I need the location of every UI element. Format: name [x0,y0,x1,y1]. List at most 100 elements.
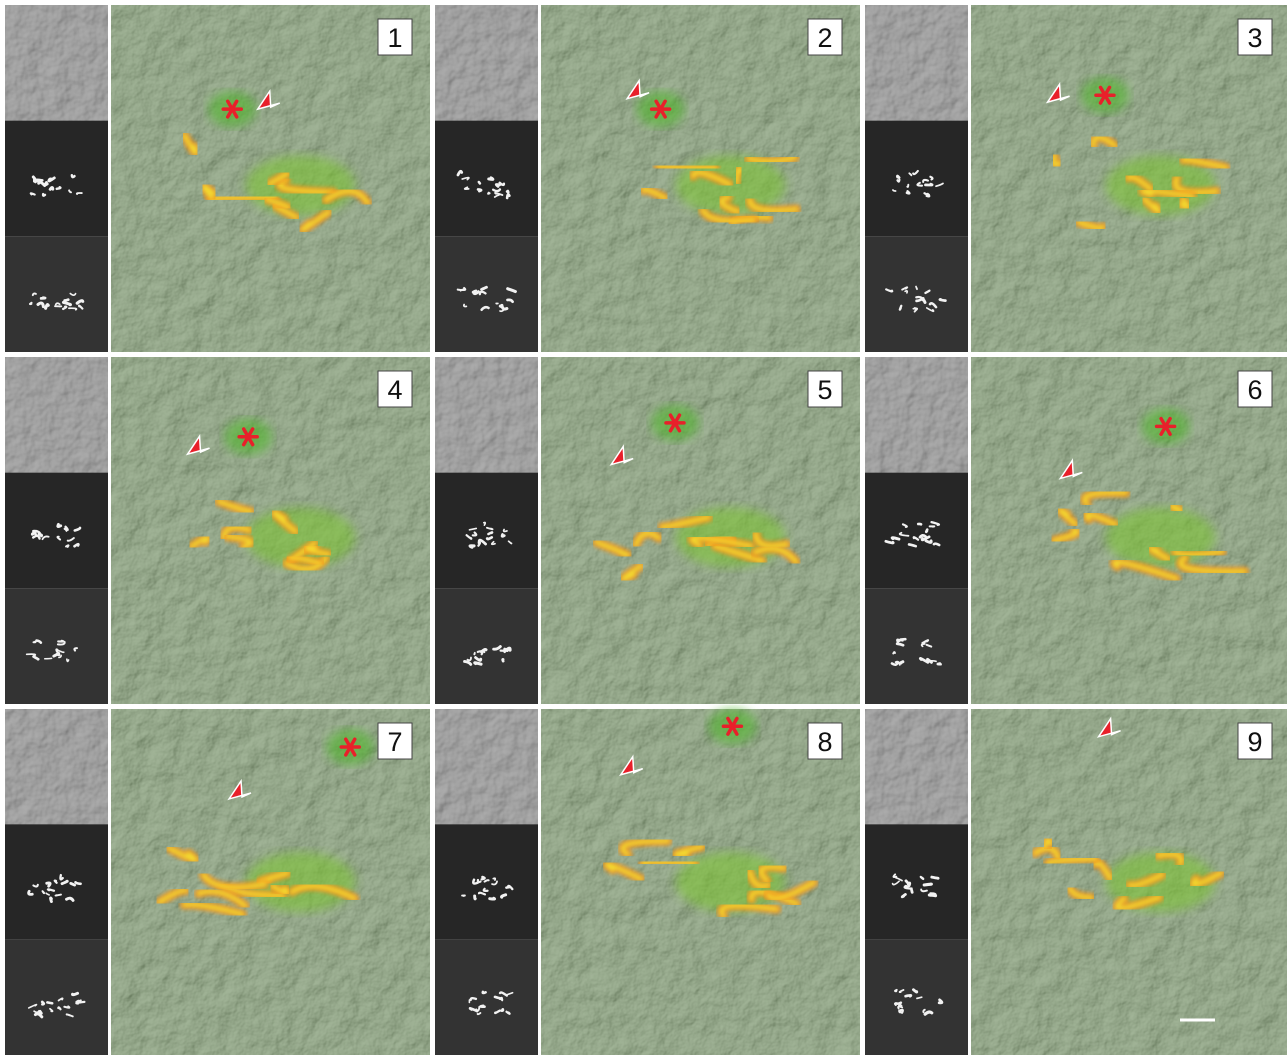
fluor-speck [45,183,47,185]
fluor-speck [921,877,924,879]
fluor-speck [48,889,54,890]
fluor-speck [56,895,61,896]
fluor-speck [75,544,79,546]
fluor-speck [912,890,913,892]
panel-label: 2 [817,23,832,53]
fluor-speck [479,182,480,183]
strip-fluor [865,940,968,1055]
fluor-speck [474,653,475,655]
fluor-speck [77,193,82,194]
fluor-speck [896,1003,901,1004]
panel: 1 [5,5,430,352]
panel: 9 [865,709,1287,1055]
fluor-speck [478,189,481,191]
panel: 4 [5,357,430,704]
fluor-speck [500,305,502,306]
fluor-speck [476,658,481,661]
fluor-speck [926,541,931,543]
fluor-speck [924,884,931,885]
fluor-speck [478,543,479,546]
fluor-speck [502,534,504,536]
fluor-speck [901,639,906,640]
fluor-speck [482,877,485,879]
fluor-speck [482,651,483,654]
fluor-speck [475,663,481,665]
strip-fluor [5,236,108,352]
panel-label: 5 [817,375,832,405]
fluor-speck [886,541,893,543]
fluor-speck [490,898,495,899]
panel-label: 7 [387,727,402,757]
green-signal [246,155,356,215]
fluor-speck [50,187,53,189]
fluor-speck [939,1000,942,1003]
fluor-speck [462,895,465,896]
fluor-speck [55,881,57,883]
strip-fluor [435,121,538,237]
fluor-speck [65,300,69,301]
strip-tint [5,357,108,473]
strip-tint [435,709,538,824]
fluor-speck [917,997,922,998]
fluor-speck [932,877,938,878]
fluor-speck [66,545,68,546]
fluor-speck [58,641,63,642]
fluor-speck [892,538,899,539]
fluor-speck [489,178,493,180]
strip-fluor [435,588,538,704]
fluor-speck [895,990,897,991]
strip-fluor [435,236,538,352]
fluor-speck [33,177,34,179]
fluor-speck [43,891,45,893]
panel-label: 3 [1247,23,1262,53]
fluor-speck [30,303,32,304]
panel-label: 8 [817,727,832,757]
panel: 5 [435,357,860,704]
fluor-speck [893,652,895,653]
strip-fluor [435,940,538,1055]
fluor-speck [487,537,492,539]
strip-tint [865,709,968,824]
fluor-speck [897,180,899,182]
fluor-speck [483,992,486,993]
fluor-speck [47,1002,52,1003]
fluor-speck [906,995,911,996]
strip-fluor [865,824,968,939]
fluor-speck [58,1007,60,1009]
fluor-speck [465,187,469,189]
fluor-speck [899,1012,900,1013]
yellow-signal [643,862,695,864]
fluor-speck [43,194,45,196]
panel-label: 1 [387,23,402,53]
strip-fluor [5,121,108,237]
fluor-speck [473,291,476,293]
fluor-speck [925,184,932,185]
fluor-speck [76,882,81,883]
fluor-speck [496,184,500,186]
panel: 8 [435,708,860,1055]
panel: 6 [865,357,1287,704]
figure: 1 2 3 4 5 6 7 8 9 [0,0,1287,1056]
fluor-speck [475,896,476,899]
panel: 7 [5,709,430,1055]
fluor-speck [901,662,903,663]
fluor-speck [71,883,75,885]
fluor-speck [31,193,35,194]
fluor-speck [51,898,52,902]
strip-fluor [5,473,108,589]
fluor-speck [934,544,939,545]
strip-fluor [5,940,108,1055]
fluor-speck [900,306,901,310]
strip-tint [5,709,108,824]
fluor-speck [58,524,61,526]
fluor-speck [504,649,510,650]
fluor-speck [916,287,917,290]
strip-fluor [865,121,968,237]
fluor-speck [42,1002,44,1004]
fluor-speck [929,895,935,896]
strip-tint [865,357,968,473]
fluor-speck [931,661,936,662]
strip-fluor [5,588,108,704]
strip-tint [435,5,538,121]
fluor-speck [488,193,490,194]
